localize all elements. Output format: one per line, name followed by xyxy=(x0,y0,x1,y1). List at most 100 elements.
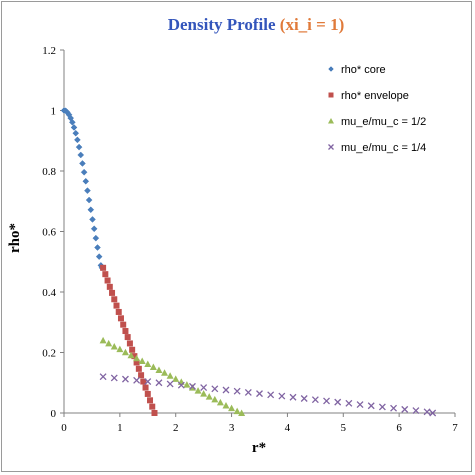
plot-area xyxy=(63,50,455,414)
chart-title: Density Profile (xi_i = 1) xyxy=(168,15,345,34)
data-point xyxy=(115,308,122,315)
x-tick-label: 7 xyxy=(452,422,458,434)
data-point xyxy=(222,386,230,394)
data-point xyxy=(102,271,109,278)
data-point xyxy=(267,391,275,399)
data-point xyxy=(84,187,91,195)
chart-title-main: Density Profile xyxy=(168,15,280,34)
data-point xyxy=(155,366,163,374)
data-point xyxy=(412,407,420,415)
data-point xyxy=(390,404,398,412)
data-point xyxy=(166,372,174,379)
data-point xyxy=(323,397,330,405)
data-point xyxy=(345,399,353,407)
data-point xyxy=(233,387,241,395)
data-point xyxy=(89,216,96,223)
legend-marker xyxy=(328,144,334,150)
data-point xyxy=(90,225,98,233)
data-point xyxy=(211,395,219,403)
data-point xyxy=(161,369,169,376)
data-point xyxy=(105,339,113,347)
y-axis-title: rho* xyxy=(7,223,23,253)
series-1 xyxy=(60,107,106,272)
data-point xyxy=(121,375,129,383)
data-point xyxy=(122,328,129,335)
data-point xyxy=(69,118,76,126)
data-point xyxy=(233,407,241,415)
legend-label: rho* envelope xyxy=(341,90,409,102)
data-point xyxy=(194,387,202,394)
data-point xyxy=(120,321,127,328)
data-point xyxy=(80,168,88,176)
x-axis-ticks: 0 1 2 3 4 5 6 7 xyxy=(61,413,458,434)
data-point xyxy=(121,348,129,356)
data-point xyxy=(144,360,152,367)
data-point xyxy=(77,151,85,159)
data-point xyxy=(429,409,437,417)
series-4 xyxy=(99,373,437,417)
data-point xyxy=(401,405,409,413)
data-point xyxy=(109,289,116,296)
data-point xyxy=(189,382,196,390)
data-point xyxy=(135,365,142,372)
y-axis-ticks: 0 0.2 0.4 0.6 0.8 1 1.2 xyxy=(42,45,64,420)
data-point xyxy=(104,277,111,284)
data-point xyxy=(138,357,146,364)
data-point xyxy=(155,379,163,387)
data-point xyxy=(106,283,113,290)
series-2 xyxy=(100,264,158,416)
y-tick-label: 0 xyxy=(51,408,57,420)
data-point xyxy=(378,403,386,411)
data-point xyxy=(200,390,208,397)
data-point xyxy=(117,315,124,322)
data-point xyxy=(127,351,135,359)
chart-legend: rho* core rho* envelope mu_e/mu_c = 1/2 mu_… xyxy=(328,64,426,154)
data-point xyxy=(133,376,141,384)
legend-marker xyxy=(328,66,334,72)
data-point xyxy=(110,342,118,350)
data-point xyxy=(95,253,103,260)
data-point xyxy=(74,136,81,144)
y-tick-label: 1 xyxy=(51,106,57,118)
data-point xyxy=(138,372,145,379)
x-tick-label: 5 xyxy=(341,422,347,434)
legend-label: mu_e/mu_c = 1/2 xyxy=(341,116,426,128)
data-point xyxy=(149,403,156,410)
data-point xyxy=(99,373,107,381)
data-point xyxy=(244,388,252,396)
data-point xyxy=(356,401,364,408)
legend-marker xyxy=(328,92,334,98)
data-point xyxy=(144,390,151,397)
data-point xyxy=(142,384,149,391)
x-tick-label: 2 xyxy=(173,422,179,434)
data-point xyxy=(94,244,101,251)
data-point xyxy=(144,378,152,385)
data-point xyxy=(172,375,180,382)
data-point xyxy=(256,390,263,398)
y-tick-label: 0.2 xyxy=(42,348,56,360)
data-point xyxy=(149,363,157,371)
data-point xyxy=(311,396,319,404)
data-point xyxy=(133,354,141,362)
data-point xyxy=(111,296,118,303)
data-point xyxy=(289,393,297,401)
x-tick-label: 0 xyxy=(61,422,67,434)
data-point xyxy=(177,381,185,389)
data-point xyxy=(200,384,208,392)
x-tick-label: 4 xyxy=(285,422,291,434)
data-point xyxy=(99,336,107,344)
x-tick-label: 6 xyxy=(396,422,402,434)
x-tick-label: 1 xyxy=(117,422,123,434)
y-tick-label: 0.8 xyxy=(42,166,56,178)
data-point xyxy=(100,264,107,271)
data-point xyxy=(222,401,230,409)
data-point xyxy=(205,393,213,400)
data-point xyxy=(87,206,95,214)
y-tick-label: 1.2 xyxy=(42,45,56,57)
data-point xyxy=(82,177,90,185)
legend-label: rho* core xyxy=(341,64,386,76)
data-point xyxy=(367,402,375,410)
data-point xyxy=(116,345,124,353)
y-tick-label: 0.4 xyxy=(42,287,56,299)
